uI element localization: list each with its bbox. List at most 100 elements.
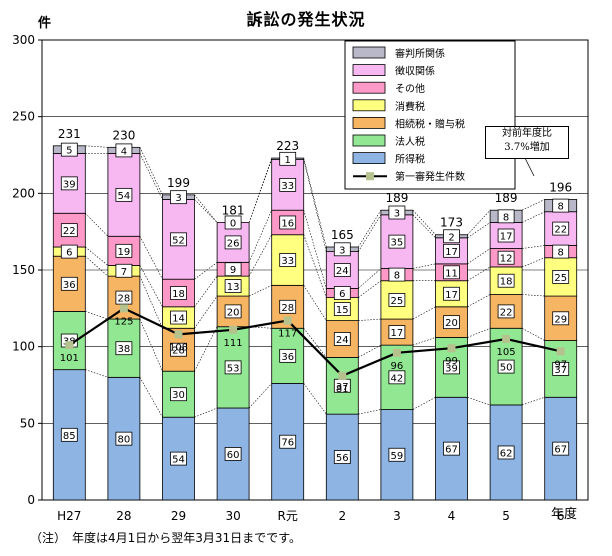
data-label-box <box>224 279 242 294</box>
series-connector <box>303 159 327 252</box>
series-connector <box>194 326 218 372</box>
data-label-box <box>552 244 570 259</box>
data-label: 54 <box>172 455 185 466</box>
x-tick-label: 30 <box>225 509 240 523</box>
legend-swatch <box>352 81 386 94</box>
data-label: 67 <box>554 445 567 456</box>
series-connector <box>194 275 218 307</box>
data-label: 13 <box>227 282 240 293</box>
series-connector <box>303 285 327 321</box>
series-connector <box>139 236 163 280</box>
bar-segment <box>271 327 305 384</box>
line-value-label: 101 <box>60 353 79 364</box>
bar-segment <box>162 278 195 308</box>
data-label-box <box>279 151 297 166</box>
series-connector <box>303 328 327 358</box>
legend-label: 第一審発生件数 <box>395 170 465 183</box>
data-label: 7 <box>121 267 127 278</box>
data-label: 33 <box>281 256 294 267</box>
series-connector <box>467 266 491 281</box>
series-connector <box>248 383 272 409</box>
bar-total-label: 223 <box>276 139 299 153</box>
data-label: 38 <box>118 344 131 355</box>
series-connector <box>412 263 436 269</box>
data-label-box <box>443 286 460 301</box>
series-connector <box>522 245 545 249</box>
series-connector <box>521 257 545 268</box>
bar-total-label: 231 <box>58 127 81 141</box>
data-label-box <box>333 242 351 257</box>
series-connector <box>412 214 436 239</box>
data-label-box <box>170 232 187 247</box>
data-label-box <box>497 304 515 319</box>
data-label-box <box>60 427 78 442</box>
legend-swatch <box>352 152 386 165</box>
data-label: 22 <box>63 226 76 237</box>
data-label: 20 <box>445 318 458 329</box>
data-label-box <box>388 205 406 220</box>
data-label-box <box>333 332 351 346</box>
callout-line-2: 3.7%増加 <box>504 142 550 153</box>
data-label: 17 <box>391 328 404 339</box>
data-label: 3 <box>394 209 400 220</box>
data-label: 11 <box>445 268 458 279</box>
y-tick-label: 50 <box>20 416 35 430</box>
line-marker <box>119 304 128 313</box>
data-label-box <box>388 267 406 282</box>
line-marker <box>229 325 238 334</box>
line-value-label: 105 <box>497 347 516 358</box>
data-label-box <box>388 447 406 462</box>
data-label: 0 <box>230 218 236 229</box>
y-tick-label: 0 <box>27 493 35 507</box>
legend-swatch <box>352 46 386 59</box>
data-label: 56 <box>336 453 349 464</box>
series-connector <box>248 234 272 277</box>
y-tick-label: 100 <box>12 340 35 354</box>
series-connector <box>412 397 436 410</box>
bar-total-label: 181 <box>222 203 245 217</box>
line-marker <box>174 330 183 339</box>
data-label-box <box>497 209 515 224</box>
line-value-label: 117 <box>278 329 297 340</box>
data-label-box <box>115 290 133 305</box>
legend-swatch <box>352 64 386 76</box>
data-label-box <box>552 441 570 456</box>
data-label-box <box>170 451 187 466</box>
data-label: 16 <box>281 218 294 229</box>
series-connector <box>358 214 382 252</box>
data-label: 19 <box>118 247 131 258</box>
data-label-box <box>170 342 187 357</box>
data-label-box <box>224 262 242 277</box>
data-label-box <box>60 223 78 238</box>
series-connector <box>467 294 491 308</box>
data-label-box <box>115 263 133 278</box>
data-label-box <box>443 265 460 280</box>
data-label: 8 <box>394 271 400 282</box>
first-instance-line <box>68 307 561 378</box>
line-value-label: 81 <box>336 384 349 395</box>
series-connector <box>521 328 545 341</box>
line-value-label: 111 <box>224 338 243 349</box>
y-axis-unit: 件 <box>38 16 52 31</box>
x-tick-label: 6 <box>557 509 565 523</box>
series-connector <box>139 276 163 329</box>
line-marker <box>447 344 456 353</box>
data-label-box <box>552 221 570 236</box>
data-label: 17 <box>500 232 513 243</box>
series-connector <box>303 157 327 248</box>
data-label: 4 <box>121 146 127 157</box>
series-connector <box>139 265 163 307</box>
data-label-box <box>333 286 351 300</box>
data-label: 18 <box>500 277 513 288</box>
data-label-box <box>224 215 242 230</box>
data-label-box <box>170 286 187 300</box>
data-label-box <box>443 229 460 244</box>
data-label-box <box>170 387 187 402</box>
line-marker <box>502 335 511 343</box>
data-label: 22 <box>500 307 513 318</box>
series-connector <box>194 199 218 223</box>
data-label-box <box>497 250 515 265</box>
data-label: 8 <box>503 212 509 223</box>
data-label-box <box>279 215 297 230</box>
data-label-box <box>115 187 133 202</box>
